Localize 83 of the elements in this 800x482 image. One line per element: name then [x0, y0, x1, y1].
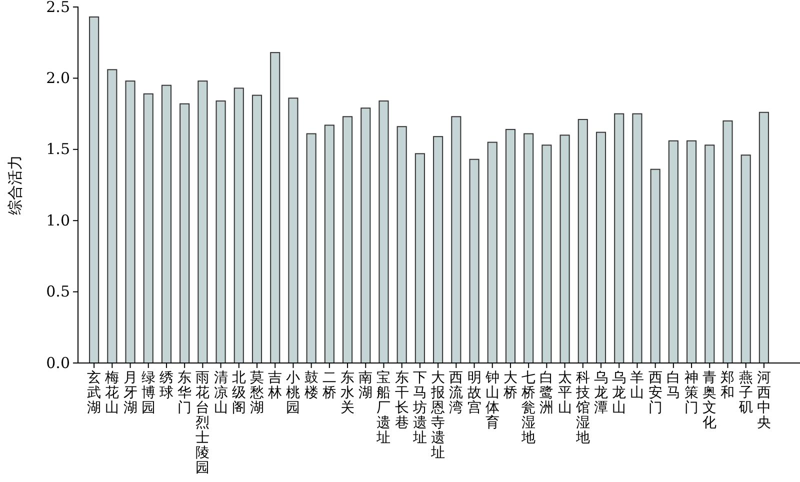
- x-tick-label: 绣球: [159, 370, 174, 401]
- x-tick-label: 小桃园: [286, 370, 300, 416]
- x-tick-label: 梅花山: [104, 370, 120, 416]
- bar: [342, 116, 353, 364]
- bar: [396, 126, 407, 364]
- x-tick-label: 大桥: [502, 370, 518, 401]
- x-tick-label: 乌龙山: [612, 370, 626, 416]
- bar: [288, 98, 298, 364]
- bar: [686, 140, 697, 364]
- bar: [722, 120, 733, 364]
- x-tick-label: 西流湾: [449, 370, 464, 416]
- x-tick-label: 科技馆湿地: [574, 370, 590, 446]
- bar: [596, 132, 606, 364]
- bar: [542, 144, 552, 364]
- bar: [161, 84, 172, 364]
- x-tick-label: 东干长巷: [394, 370, 409, 431]
- x-tick-label: 月牙湖: [123, 370, 138, 416]
- bar: [180, 103, 190, 364]
- bar: [578, 118, 588, 364]
- y-tick-label: 0.5: [46, 282, 70, 301]
- bar: [505, 128, 516, 364]
- x-tick-label: 青奥文化: [702, 370, 717, 431]
- bar: [451, 116, 462, 364]
- x-tick-label: 钟山体育: [484, 370, 500, 431]
- x-tick-label: 白鹭洲: [540, 370, 554, 416]
- x-tick-label: 明故宫: [467, 370, 482, 416]
- bar: [198, 80, 208, 364]
- bar: [270, 52, 280, 364]
- x-tick-label: 北级阁: [232, 370, 246, 416]
- bar: [433, 136, 444, 364]
- bar: [632, 113, 642, 364]
- bar: [360, 108, 371, 364]
- x-tick-label: 宝船厂遗址: [376, 370, 391, 446]
- bar: [740, 154, 751, 364]
- y-tick-label: 0.0: [46, 354, 70, 372]
- x-tick-label: 玄武湖: [87, 370, 102, 416]
- x-tick-label: 郑和: [720, 370, 735, 401]
- bar: [125, 80, 136, 364]
- bar: [143, 93, 154, 364]
- y-tick-label: 1.0: [46, 211, 70, 230]
- x-tick-label: 鼓楼: [304, 370, 318, 401]
- y-tick-label: 2.0: [46, 69, 70, 87]
- x-tick-label: 南湖: [358, 370, 373, 401]
- bar: [614, 113, 624, 364]
- bar: [252, 94, 262, 364]
- x-tick-label: 太平山: [558, 370, 572, 416]
- bar: [650, 168, 660, 364]
- bar: [414, 153, 425, 364]
- bar: [469, 158, 480, 364]
- x-tick-label: 清凉山: [214, 370, 228, 416]
- bar: [560, 134, 570, 364]
- x-tick-label: 二桥: [321, 370, 336, 401]
- bar: [668, 140, 678, 364]
- bar: [378, 100, 389, 364]
- y-tick-label: 1.5: [46, 140, 70, 158]
- x-tick-label: 雨花台烈士陵园: [196, 370, 210, 476]
- x-tick-label: 绿博园: [141, 370, 156, 416]
- x-tick-label: 羊山: [630, 370, 644, 401]
- bar: [704, 144, 715, 364]
- x-tick-label: 七桥瓮湿地: [520, 370, 536, 446]
- x-tick-label: 燕子矶: [738, 370, 753, 416]
- bar: [524, 133, 534, 364]
- bar: [216, 100, 226, 364]
- x-tick-label: 神策门: [684, 370, 699, 416]
- bar: [107, 69, 118, 364]
- x-tick-label: 东水关: [340, 370, 355, 416]
- x-tick-label: 东华门: [178, 370, 192, 416]
- x-tick-label: 河西中央: [756, 370, 771, 431]
- x-tick-label: 大报恩寺遗址: [430, 370, 446, 461]
- bar: [324, 124, 334, 364]
- bar: [306, 133, 316, 364]
- x-tick-label: 西安门: [648, 370, 662, 416]
- y-axis-title: 综合活力: [6, 155, 24, 215]
- x-tick-label: 乌龙潭: [594, 370, 608, 416]
- bar: [758, 112, 769, 364]
- x-tick-label: 吉林: [267, 370, 282, 401]
- bar: [234, 88, 244, 364]
- x-tick-label: 莫愁湖: [249, 370, 264, 416]
- x-tick-label: 下马坊遗址: [412, 370, 427, 446]
- x-tick-label: 白马: [666, 370, 680, 401]
- bar: [487, 142, 498, 364]
- y-tick-label: 2.5: [46, 0, 70, 16]
- bar: [89, 16, 100, 364]
